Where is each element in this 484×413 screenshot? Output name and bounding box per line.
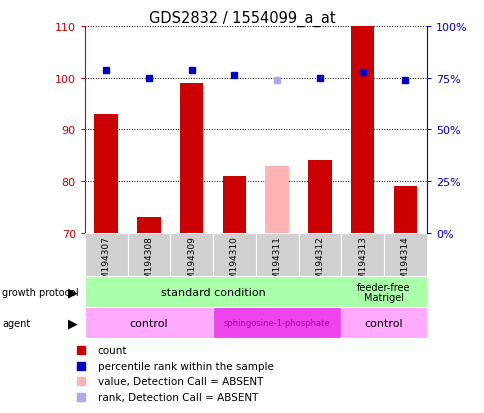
Bar (307, 161, 331, 233)
Bar (127, 233, 170, 277)
Bar (341, 277, 426, 308)
Bar (94, 114, 118, 233)
Bar (137, 218, 160, 233)
Text: growth protocol: growth protocol (2, 287, 79, 297)
Text: rank, Detection Call = ABSENT: rank, Detection Call = ABSENT (98, 392, 257, 402)
Bar (265, 166, 288, 233)
Text: control: control (129, 318, 168, 328)
Text: GSM194312: GSM194312 (315, 235, 324, 290)
Text: control: control (364, 318, 403, 328)
Bar (180, 83, 203, 233)
Text: ▶: ▶ (68, 317, 77, 330)
Text: standard condition: standard condition (160, 287, 265, 297)
Bar (350, 27, 374, 233)
Text: GSM194310: GSM194310 (229, 235, 239, 290)
Text: GSM194313: GSM194313 (358, 235, 366, 290)
Text: agent: agent (2, 318, 30, 328)
Text: GSM194307: GSM194307 (102, 235, 110, 290)
Text: count: count (98, 345, 127, 355)
Text: GSM194309: GSM194309 (187, 235, 196, 290)
Text: GSM194311: GSM194311 (272, 235, 281, 290)
Bar (85, 308, 212, 339)
Bar (222, 176, 246, 233)
Text: sphingosine-1-phosphate: sphingosine-1-phosphate (224, 319, 330, 328)
Bar (298, 233, 341, 277)
Bar (85, 277, 341, 308)
Bar (341, 233, 383, 277)
Text: GSM194314: GSM194314 (400, 235, 409, 290)
Text: ▶: ▶ (68, 286, 77, 299)
Text: value, Detection Call = ABSENT: value, Detection Call = ABSENT (98, 377, 263, 387)
Text: GDS2832 / 1554099_a_at: GDS2832 / 1554099_a_at (149, 10, 335, 26)
Bar (383, 233, 426, 277)
Bar (393, 187, 416, 233)
Text: feeder-free
Matrigel: feeder-free Matrigel (357, 282, 410, 303)
Bar (341, 308, 426, 339)
Text: percentile rank within the sample: percentile rank within the sample (98, 361, 273, 370)
Text: GSM194308: GSM194308 (144, 235, 153, 290)
Bar (85, 233, 127, 277)
Bar (212, 308, 341, 339)
Bar (256, 233, 298, 277)
Bar (212, 233, 256, 277)
Bar (170, 233, 212, 277)
